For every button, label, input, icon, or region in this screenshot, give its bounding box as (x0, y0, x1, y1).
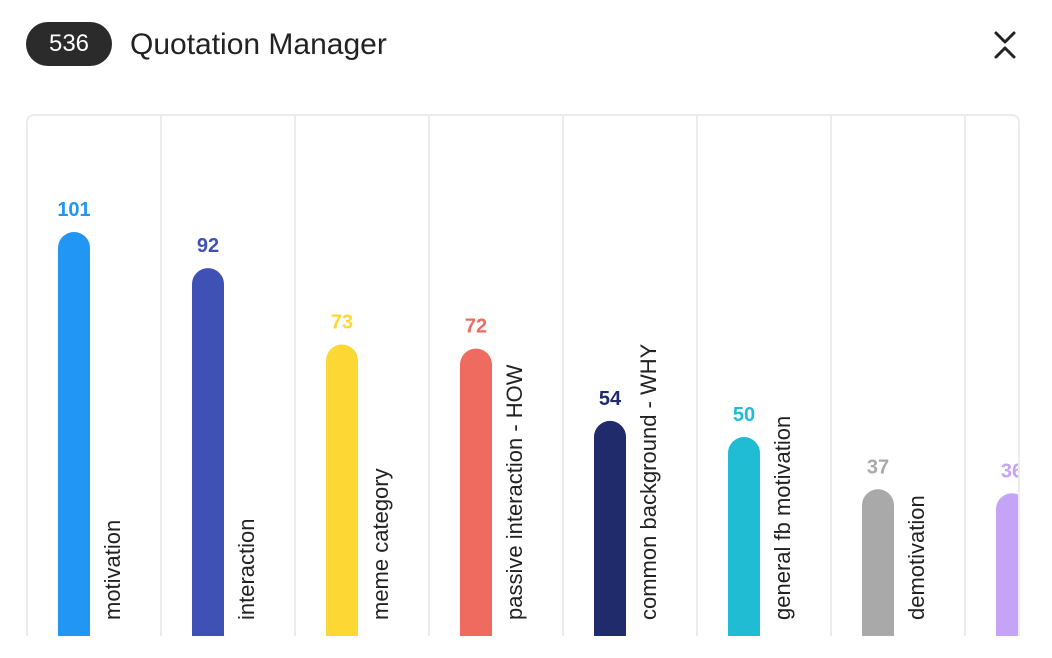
bar-group[interactable]: 50 general fb motivation (728, 404, 795, 636)
category-label: meme category (368, 468, 393, 620)
bar[interactable] (594, 420, 626, 636)
bar[interactable] (326, 344, 358, 636)
category-label: general fb motivation (770, 416, 795, 620)
bar-value-label: 54 (599, 388, 622, 410)
bar[interactable] (862, 489, 894, 636)
bar[interactable] (728, 437, 760, 636)
count-badge: 536 (26, 22, 112, 66)
bar[interactable] (460, 348, 492, 636)
bar-group[interactable]: 72 passive interaction - HOW (460, 316, 527, 636)
bar-value-label: 92 (197, 235, 219, 257)
bar[interactable] (192, 268, 224, 636)
bar-group[interactable]: 101 motivation (57, 199, 125, 636)
bar-group[interactable]: 54 common background - WHY (594, 343, 661, 636)
bar-value-label: 101 (57, 199, 90, 221)
bar[interactable] (58, 232, 90, 636)
collapse-chevrons-icon (994, 31, 1016, 59)
panel-header: 536 Quotation Manager (26, 20, 1026, 70)
bar-chart: 101 motivation 92 interaction 73 meme categor… (57, 116, 1020, 636)
bar-group[interactable]: 92 interaction (192, 235, 259, 636)
category-label: common background - WHY (636, 343, 661, 620)
bar-group[interactable]: 73 meme category (326, 312, 393, 636)
category-label: motivation (100, 520, 125, 620)
bar-value-label: 72 (465, 316, 487, 338)
chart-panel: 101 motivation 92 interaction 73 meme categor… (26, 114, 1020, 636)
bar-value-label: 37 (867, 456, 889, 478)
bar-value-label: 36 (1001, 460, 1020, 482)
bar-group[interactable]: 36 (996, 460, 1020, 636)
bar-value-label: 50 (733, 404, 755, 426)
category-label: passive interaction - HOW (502, 364, 527, 620)
bar-group[interactable]: 37 demotivation (862, 456, 929, 636)
category-label: interaction (234, 518, 259, 620)
category-label: demotivation (904, 495, 929, 620)
bar-value-label: 73 (331, 312, 353, 334)
bar[interactable] (996, 493, 1020, 636)
collapse-button[interactable] (984, 22, 1026, 66)
panel-title: Quotation Manager (130, 28, 387, 61)
